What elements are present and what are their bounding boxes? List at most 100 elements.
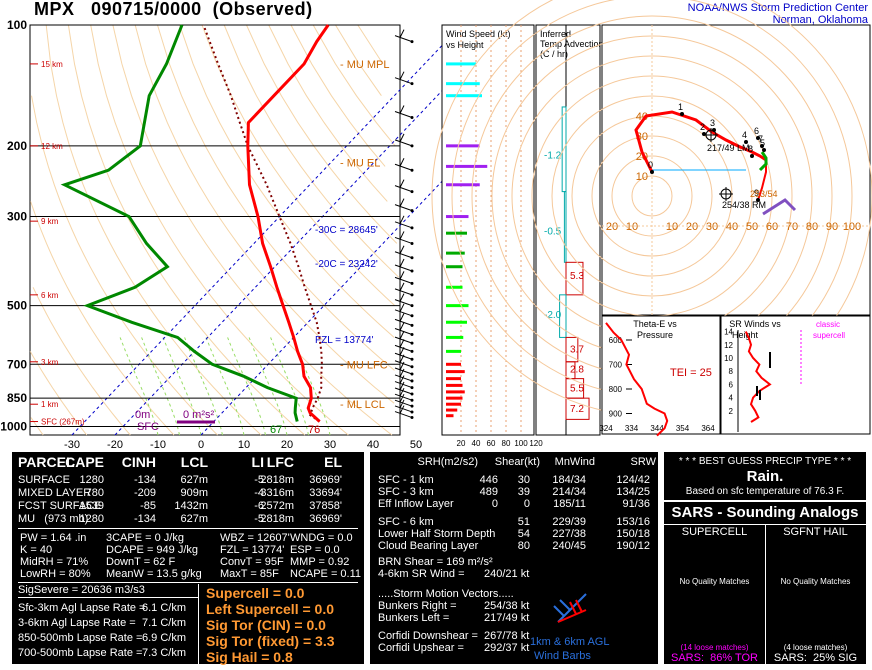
precip-note: Based on sfc temperature of 76.3 F. <box>685 486 845 497</box>
hodograph-shear-arrow <box>762 198 797 216</box>
kinematic-cell: 80 <box>517 540 530 552</box>
wind-barb-dot <box>410 241 414 245</box>
wind-barb-dot <box>410 209 414 213</box>
sfc-label: SFC <box>137 421 159 433</box>
parcel-cell: FCST SURFACE <box>18 500 102 512</box>
lapse-rate-label: 3-6km Agl Lapse Rate = <box>18 617 136 629</box>
height-label: 9 km <box>41 217 59 226</box>
wind-barb-flag <box>399 354 405 363</box>
wind-barb <box>394 387 413 395</box>
moist-adiabat <box>270 337 309 436</box>
barb-legend-line-1: 1km & 6km AGL <box>530 636 610 648</box>
dry-adiabat <box>179 24 395 338</box>
skewt-grid <box>29 24 591 436</box>
moist-adiabat <box>141 337 180 436</box>
wind-speed-bar <box>446 94 482 98</box>
height-label: SFC (267m) <box>41 418 85 427</box>
wind-barb <box>394 374 413 382</box>
wind-barb-dot <box>410 323 414 327</box>
kinematic-cell: 185/11 <box>553 498 586 510</box>
temp-advection-label: 5.3 <box>570 271 584 282</box>
wind-barb-dot <box>410 40 414 44</box>
wind-barb <box>394 139 413 147</box>
parcel-header-cell: EL <box>324 454 342 470</box>
parcel-cell: -209 <box>133 487 156 499</box>
hodograph-ring <box>631 175 673 217</box>
parcel-cell: -6 <box>254 500 264 512</box>
kinematic-header-cell: SRW <box>630 456 656 468</box>
temp-advection-segment <box>565 397 590 420</box>
wind-barbs <box>394 29 414 420</box>
wind-speed-x-tick: 100 <box>514 439 528 448</box>
moist-adiabat <box>184 337 223 436</box>
hodograph-rm-label: 254/38 RM <box>722 200 766 210</box>
kinematic-cell: 227/38 <box>552 528 586 540</box>
wind-barb-flag <box>399 303 405 313</box>
hodograph-point-label: 6 <box>754 126 759 136</box>
hodograph-lm-label: 217/49 LM <box>707 143 750 153</box>
height-label: 15 km <box>41 60 63 69</box>
dry-adiabat <box>45 24 262 436</box>
wind-barb-flag <box>399 381 405 391</box>
kinematic-row-label: Lower Half Storm Depth <box>378 528 496 540</box>
theta-e-x-tick: 344 <box>650 424 664 433</box>
parcel-cell: -5 <box>254 474 264 486</box>
wind-barb-flag <box>399 361 405 371</box>
sars-loose-2: (4 loose matches) <box>783 643 848 652</box>
hodograph-point-label: 8 <box>748 144 753 154</box>
skewt-y-tick: 700 <box>7 357 27 371</box>
org-label: NOAA/NWS Storm Prediction Center Norman,… <box>688 2 868 26</box>
skewt-plot: -30 -20 -10 0 10 20 30 40 50 1002003005007008501… <box>0 18 591 451</box>
kinematic-cell: 229/39 <box>552 516 586 528</box>
parcel-misc-cell: K = 40 <box>20 544 53 556</box>
wind-barb <box>394 299 413 307</box>
hodograph-point <box>756 136 760 140</box>
parcel-misc-cell: WBZ = 12607' <box>220 532 290 544</box>
wind-speed-bar <box>446 390 465 394</box>
parcel-cell: SURFACE <box>18 474 70 486</box>
sr-winds-panel: SR Winds vs Height classic supercell 141… <box>720 315 871 435</box>
wind-barb-flag <box>399 393 405 403</box>
skewt-x-ticks: -30 -20 -10 0 10 20 30 40 50 <box>64 439 422 451</box>
sr-winds-y-tick: 6 <box>729 380 734 389</box>
parcel-misc-cell: MMP = 0.92 <box>290 556 350 568</box>
temp-advection-segment <box>559 294 567 338</box>
org-line-2: Norman, Oklahoma <box>772 14 868 26</box>
wind-barb-flag <box>399 375 405 384</box>
parcel-cell: -5 <box>254 513 264 525</box>
dry-adiabat <box>223 24 400 278</box>
wind-barb-flag <box>399 133 405 143</box>
dry-adiabat <box>157 24 395 371</box>
wind-barb-dot <box>410 404 414 408</box>
parcel-misc-cell: 3CAPE = 0 J/kg <box>106 532 184 544</box>
wind-barb <box>394 309 413 317</box>
kinematic-row-label: Cloud Bearing Layer <box>378 540 479 552</box>
wind-barb-dot <box>410 341 414 345</box>
parcel-cell: 1280 <box>79 474 104 486</box>
wind-barb-flag <box>399 282 405 292</box>
wind-speed-frame <box>441 24 535 436</box>
wind-barb-flag <box>399 245 405 255</box>
kinematic-cell: 214/34 <box>552 486 586 498</box>
hodograph-point <box>744 140 748 144</box>
parcel-cell: MU (973 mb) <box>18 513 89 525</box>
temp-advection-label: 7.2 <box>570 404 584 415</box>
theta-e-title-2: Pressure <box>637 330 673 340</box>
lapse-rate-value: 6.9 C/km <box>142 632 187 644</box>
dry-adiabat <box>134 24 395 404</box>
wind-barb-dot <box>410 386 414 390</box>
parcel-cell: -85 <box>140 500 156 512</box>
wind-speed-bar <box>446 320 467 324</box>
kinematic-row-label: SFC - 3 km <box>378 486 434 498</box>
sars-title: SARS - Sounding Analogs <box>671 504 859 521</box>
wind-barb-dot <box>410 379 414 383</box>
theta-e-trace <box>605 322 669 437</box>
parcel-header-cell: LFC <box>266 454 294 470</box>
level-label: - MU LFC <box>340 359 388 371</box>
kinematic-cell: 184/34 <box>552 474 586 486</box>
wind-barb <box>394 393 413 401</box>
parcel-cell: MIXED LAYER <box>18 487 92 499</box>
wind-speed-bar <box>446 285 463 289</box>
wind-barb <box>394 399 413 407</box>
